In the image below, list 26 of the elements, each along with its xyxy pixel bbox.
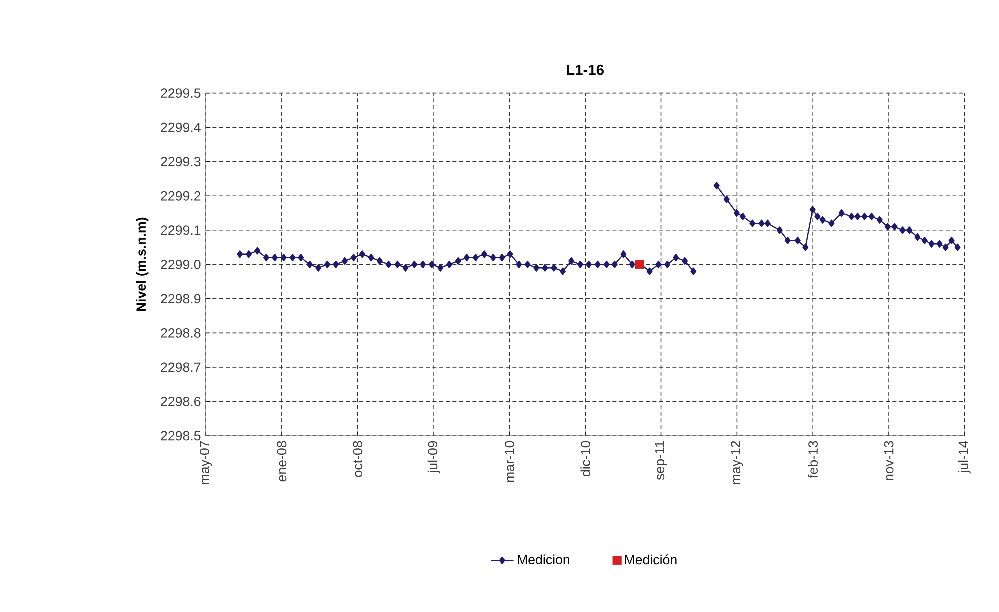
y-tick-label: 2298.8 — [161, 328, 201, 338]
y-tick-label: 2298.5 — [161, 431, 201, 441]
legend-label: Medición — [625, 554, 677, 565]
x-tick-label: may-07 — [200, 441, 212, 484]
legend-label: Medicion — [518, 554, 570, 565]
y-tick-label: 2299.1 — [161, 226, 201, 236]
y-tick-label: 2299.2 — [161, 191, 201, 201]
x-tick-label: dic-10 — [580, 441, 591, 476]
y-tick-label: 2299.3 — [161, 157, 201, 167]
x-tick-label: feb-13 — [808, 441, 818, 478]
x-tick-label: sep-11 — [655, 441, 668, 480]
x-tick-label: oct-08 — [353, 441, 363, 478]
x-tick-label: mar-10 — [504, 441, 514, 482]
chart-title: L1-16 — [567, 64, 604, 76]
y-axis-title: Nivel (m.s.n.m) — [136, 218, 149, 312]
y-tick-label: 2298.6 — [161, 397, 201, 406]
y-tick-label: 2298.7 — [161, 362, 201, 372]
x-tick-label: nov-13 — [884, 441, 894, 481]
y-tick-label: 2299.5 — [161, 88, 201, 98]
x-tick-label: may-12 — [731, 441, 744, 484]
x-tick-label: ene-08 — [277, 441, 287, 482]
y-tick-label: 2299.0 — [161, 260, 201, 270]
y-tick-label: 2299.4 — [161, 122, 201, 132]
y-tick-label: 2298.9 — [161, 294, 201, 304]
x-tick-label: jul-14 — [958, 441, 971, 474]
x-tick-label: jul-09 — [428, 441, 440, 474]
